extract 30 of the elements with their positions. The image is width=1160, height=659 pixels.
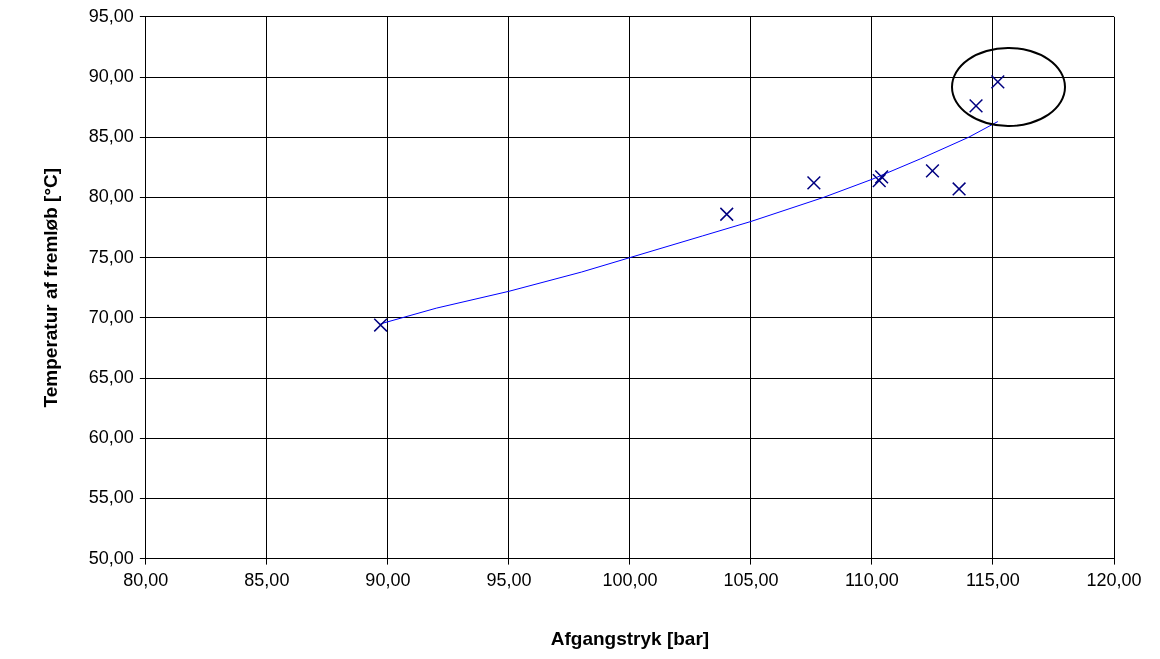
point <box>874 169 889 185</box>
y-tick-label: 75,00 <box>88 246 134 267</box>
y-axis-title: Temperatur af fremløb [°C] <box>39 167 61 408</box>
x-tick-label: 115,00 <box>966 570 1020 591</box>
x-tick-label: 85,00 <box>244 570 290 591</box>
point <box>872 173 887 188</box>
x-tick-label: 110,00 <box>845 570 899 591</box>
y-tick-label: 85,00 <box>88 126 134 147</box>
x-tick-label: 100,00 <box>602 570 658 591</box>
point <box>925 163 940 179</box>
x-tick-label: 120,00 <box>1086 570 1142 591</box>
point <box>990 74 1005 89</box>
y-tick-label: 70,00 <box>88 306 134 327</box>
point <box>951 181 967 197</box>
x-tick-label: 90,00 <box>365 570 411 591</box>
point <box>373 317 388 333</box>
point <box>806 175 821 191</box>
x-tick-label: 95,00 <box>486 570 532 591</box>
y-tick-label: 50,00 <box>88 547 134 568</box>
x-tick-label: 80,00 <box>123 570 169 591</box>
y-tick-label: 55,00 <box>88 487 134 508</box>
x-tick-label: 105,00 <box>723 570 779 591</box>
x-axis-title: Afgangstryk [bar] <box>550 627 710 649</box>
y-tick-label: 90,00 <box>88 65 134 86</box>
point <box>719 207 734 222</box>
y-tick-label: 65,00 <box>88 366 134 387</box>
point <box>968 98 984 114</box>
y-tick-label: 60,00 <box>88 427 134 448</box>
y-tick-label: 80,00 <box>88 186 134 207</box>
y-tick-label: 95,00 <box>88 5 134 26</box>
